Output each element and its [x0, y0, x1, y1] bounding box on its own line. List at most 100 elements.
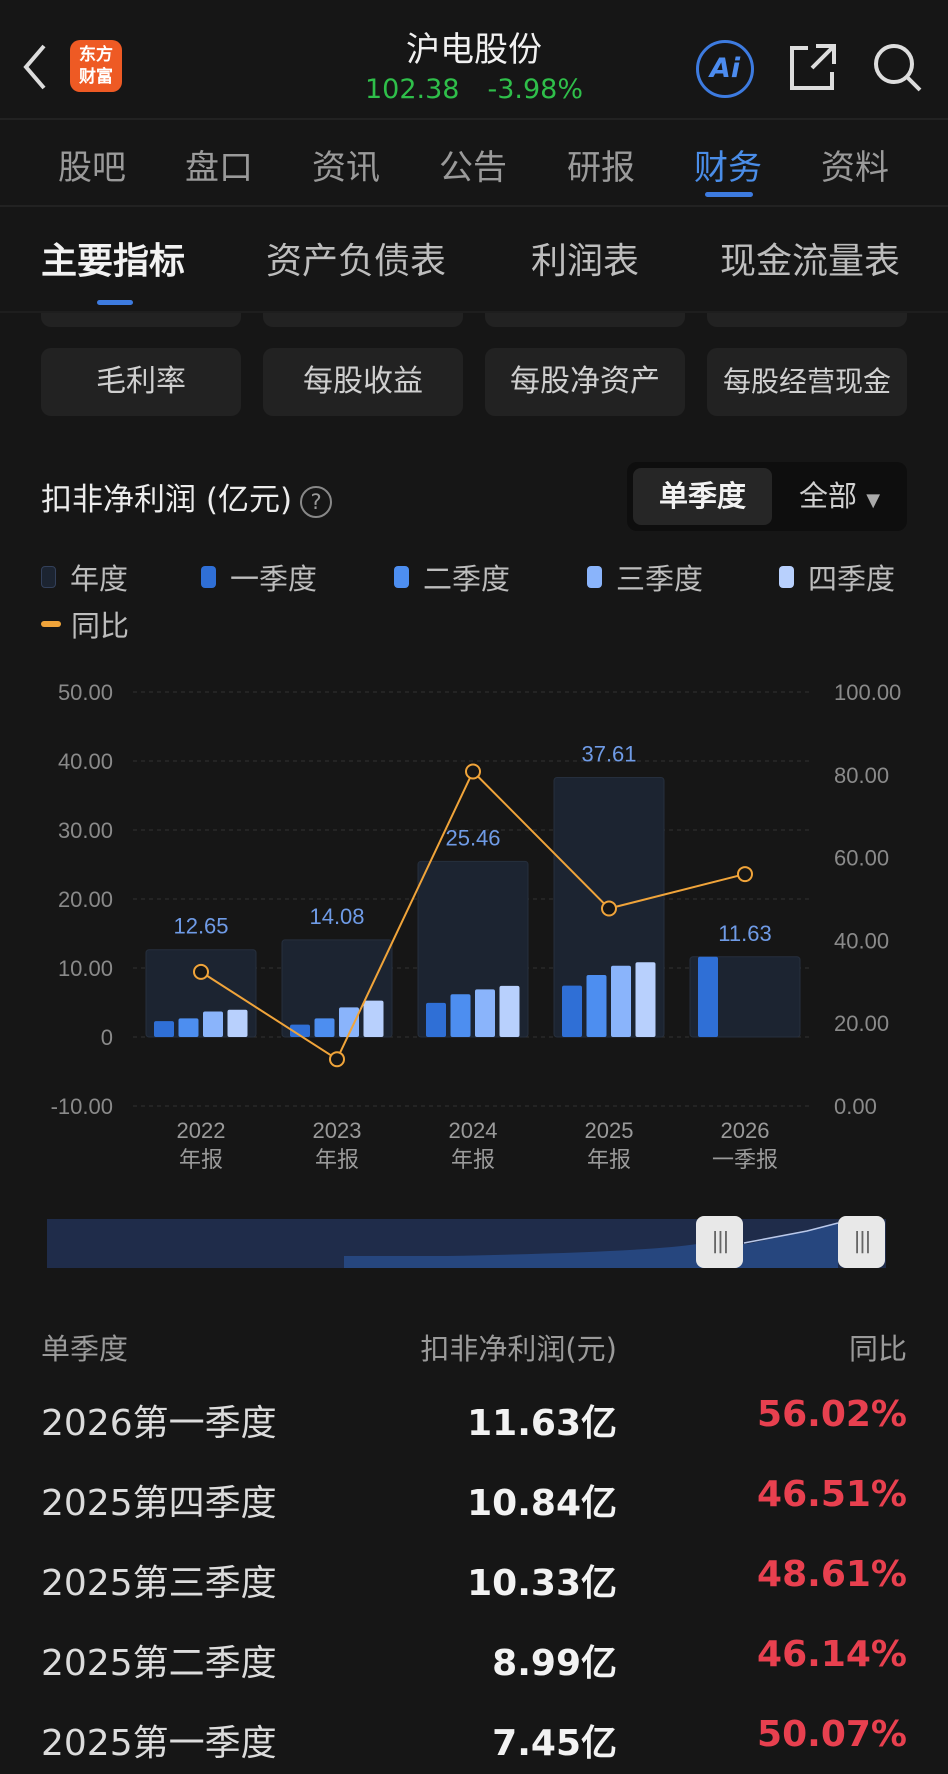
price-change: -3.98% — [487, 74, 583, 105]
row-yoy: 46.14% — [757, 1634, 907, 1675]
row-yoy: 46.51% — [757, 1474, 907, 1515]
app-logo: 东方 财富 — [70, 40, 122, 92]
toggle-single-quarter[interactable]: 单季度 — [633, 468, 772, 525]
legend-label: 二季度 — [423, 562, 511, 596]
annual-bar-label: 11.63 — [718, 921, 771, 946]
quarter-bar — [450, 994, 471, 1037]
quarter-bar — [499, 985, 520, 1037]
metric-eps[interactable]: 每股收益 — [263, 348, 463, 416]
metric-ocfps[interactable]: 每股经营现金 — [707, 348, 907, 416]
legend-label: 同比 — [71, 609, 130, 643]
x-tick-label: 2023 — [313, 1118, 362, 1143]
quarter-bar — [290, 1024, 310, 1037]
slider-handle-right[interactable]: ||| — [838, 1216, 885, 1268]
tab-research[interactable]: 研报 — [567, 148, 635, 188]
legend-swatch — [41, 621, 61, 627]
legend-label: 三季度 — [616, 562, 704, 596]
y-tick-label: 40.00 — [58, 749, 113, 774]
quarter-bar — [426, 1002, 446, 1037]
legend-swatch — [41, 566, 56, 588]
quarter-bar — [339, 1007, 359, 1037]
row-value: 7.45亿 — [492, 1723, 617, 1764]
row-value: 11.63亿 — [467, 1403, 617, 1444]
tab-profile[interactable]: 资料 — [821, 148, 889, 188]
legend-label: 四季度 — [808, 562, 896, 596]
subtab-cash-flow[interactable]: 现金流量表 — [720, 241, 901, 282]
y-tick-label: 50.00 — [58, 680, 113, 705]
quarter-bar — [635, 962, 656, 1037]
table-row[interactable]: 2025第一季度 7.45亿 50.07% — [0, 1714, 948, 1774]
toggle-all-label: 全部 — [798, 479, 857, 513]
y2-tick-label: 40.00 — [834, 928, 889, 953]
y2-tick-label: 20.00 — [834, 1011, 889, 1036]
y-tick-label: -10.00 — [51, 1094, 113, 1119]
back-icon[interactable] — [20, 42, 50, 92]
yoy-point — [193, 963, 209, 980]
x-tick-label: 年报 — [587, 1147, 631, 1172]
legend-annual[interactable]: 年度 — [41, 556, 128, 598]
toggle-all-dropdown[interactable]: 全部 ▼ — [777, 468, 902, 525]
legend-swatch — [201, 566, 216, 588]
metric-gross-margin[interactable]: 毛利率 — [41, 348, 241, 416]
row-yoy: 50.07% — [757, 1714, 907, 1755]
y-tick-label: 20.00 — [58, 887, 113, 912]
row-value: 10.84亿 — [467, 1483, 617, 1524]
row-value: 8.99亿 — [492, 1643, 617, 1684]
table-row[interactable]: 2025第四季度 10.84亿 46.51% — [0, 1474, 948, 1534]
chart-title-text: 扣非净利润 (亿元) — [41, 482, 293, 518]
x-tick-label: 2025 — [585, 1118, 634, 1143]
row-period: 2025第二季度 — [41, 1643, 277, 1684]
legend-yoy[interactable]: 同比 — [41, 603, 129, 645]
slider-handle-left[interactable]: ||| — [696, 1216, 743, 1268]
slider-preview — [344, 1222, 839, 1268]
y-tick-label: 30.00 — [58, 818, 113, 843]
x-tick-label: 2026 — [721, 1118, 770, 1143]
row-period: 2025第三季度 — [41, 1563, 277, 1604]
annual-bar-label: 14.08 — [309, 904, 364, 929]
metric-button[interactable] — [485, 313, 685, 327]
x-tick-label: 2024 — [449, 1118, 498, 1143]
table-row[interactable]: 2026第一季度 11.63亿 56.02% — [0, 1394, 948, 1454]
quarter-bar — [363, 1000, 384, 1037]
subtab-indicator — [97, 300, 133, 305]
metric-button[interactable] — [707, 313, 907, 327]
quarter-bar — [562, 985, 582, 1037]
tab-pankou[interactable]: 盘口 — [185, 148, 253, 188]
subtab-balance-sheet[interactable]: 资产负债表 — [266, 241, 447, 282]
tab-finance[interactable]: 财务 — [694, 148, 762, 188]
annual-bar-label: 12.65 — [173, 914, 228, 939]
subtab-income-statement[interactable]: 利润表 — [531, 241, 640, 282]
chart-title: 扣非净利润 (亿元)? — [41, 474, 333, 519]
legend-swatch — [394, 566, 409, 588]
table-row[interactable]: 2025第三季度 10.33亿 48.61% — [0, 1554, 948, 1614]
row-period: 2025第四季度 — [41, 1483, 277, 1524]
tab-news[interactable]: 资讯 — [312, 148, 380, 188]
range-slider[interactable]: ||| ||| — [47, 1216, 886, 1268]
x-tick-label: 年报 — [179, 1147, 223, 1172]
x-tick-label: 一季报 — [712, 1147, 778, 1172]
legend-q1[interactable]: 一季度 — [201, 556, 317, 598]
annual-bar-label: 25.46 — [445, 825, 500, 850]
yoy-point — [329, 1051, 345, 1068]
metric-bvps[interactable]: 每股净资产 — [485, 348, 685, 416]
tab-announcements[interactable]: 公告 — [439, 148, 507, 188]
quarter-bar — [203, 1011, 223, 1037]
ai-button[interactable]: Ai — [696, 40, 754, 98]
subtab-key-metrics[interactable]: 主要指标 — [41, 241, 186, 282]
legend-q2[interactable]: 二季度 — [394, 556, 510, 598]
price-value: 102.38 — [365, 74, 460, 105]
legend-swatch — [779, 566, 794, 588]
search-icon[interactable] — [872, 42, 924, 94]
share-icon[interactable] — [788, 42, 838, 92]
help-icon[interactable]: ? — [300, 485, 333, 518]
metric-button[interactable] — [263, 313, 463, 327]
quarter-bar — [154, 1021, 174, 1037]
tab-guba[interactable]: 股吧 — [58, 148, 126, 188]
caret-down-icon: ▼ — [866, 490, 881, 511]
quarter-bar — [698, 956, 718, 1037]
y-tick-label: 0 — [101, 1025, 113, 1050]
table-row[interactable]: 2025第二季度 8.99亿 46.14% — [0, 1634, 948, 1694]
legend-q4[interactable]: 四季度 — [779, 556, 895, 598]
legend-q3[interactable]: 三季度 — [587, 556, 703, 598]
metric-button[interactable] — [41, 313, 241, 327]
